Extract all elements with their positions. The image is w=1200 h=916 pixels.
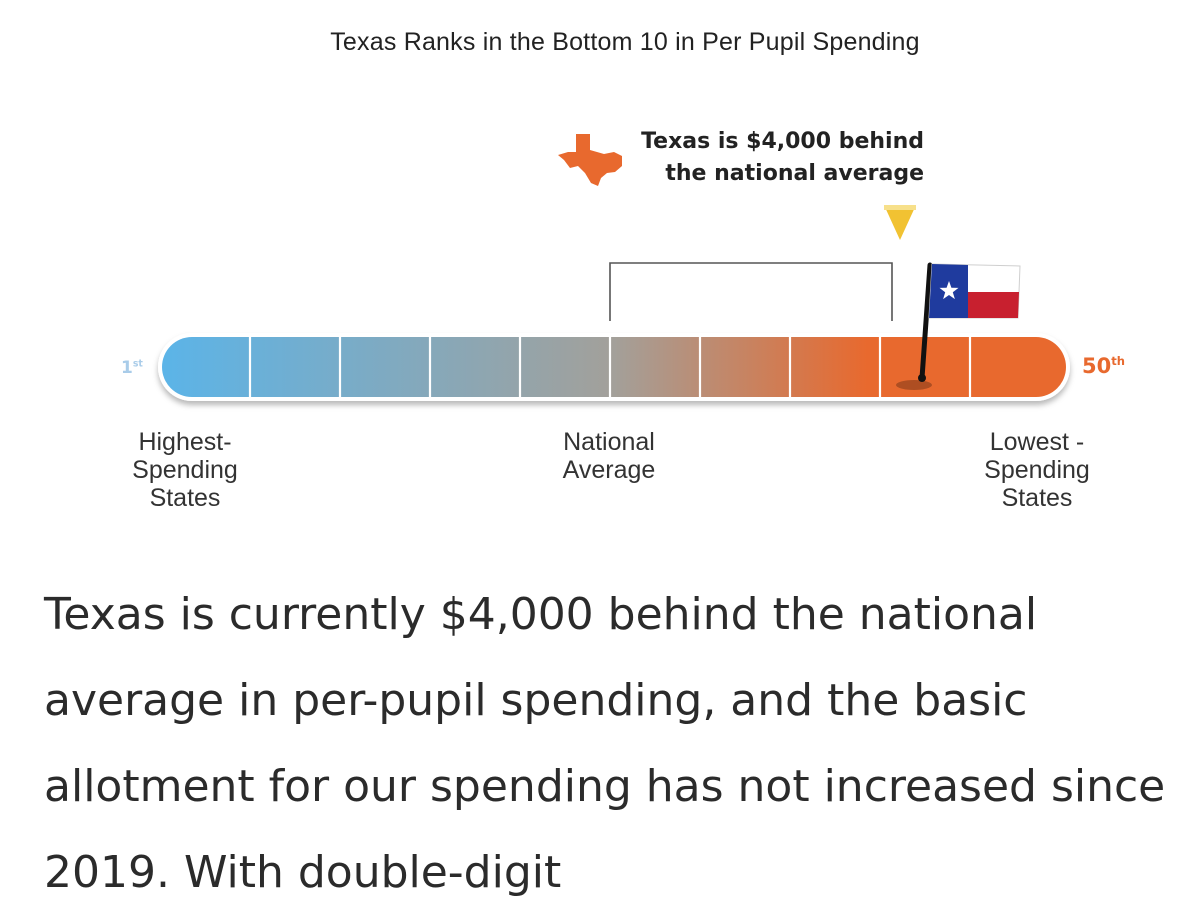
gauge-bar — [162, 337, 1066, 397]
texas-state-icon — [558, 134, 622, 186]
rank-last-label: 50th — [1082, 354, 1125, 379]
texas-shape — [558, 134, 622, 186]
national-average-bracket — [609, 262, 893, 321]
lowest-spending-label: Lowest - Spending States — [984, 428, 1090, 512]
rank-first-label: 1st — [121, 358, 143, 378]
article-paragraph: Texas is currently $4,000 behind the nat… — [44, 589, 1166, 898]
highest-spending-label: Highest- Spending States — [132, 428, 238, 512]
flag-pole-base — [918, 374, 926, 382]
national-average-label: National Average — [562, 428, 656, 484]
chart-graphic: Texas Ranks in the Bottom 10 in Per Pupi… — [121, 28, 1125, 512]
flag-pole — [919, 262, 933, 381]
callout-line-2: the national average — [665, 161, 924, 186]
chart-title: Texas Ranks in the Bottom 10 in Per Pupi… — [330, 28, 920, 56]
callout-line-1: Texas is $4,000 behind — [641, 129, 924, 154]
texas-pointer-highlight — [884, 205, 916, 210]
flag-shadow — [896, 380, 932, 390]
texas-pointer-icon — [884, 205, 916, 240]
spending-gauge — [158, 134, 1070, 401]
flag-star-icon — [939, 281, 959, 300]
texas-callout: Texas is $4,000 behind the national aver… — [600, 126, 924, 190]
flag-red-stripe — [968, 292, 1019, 318]
